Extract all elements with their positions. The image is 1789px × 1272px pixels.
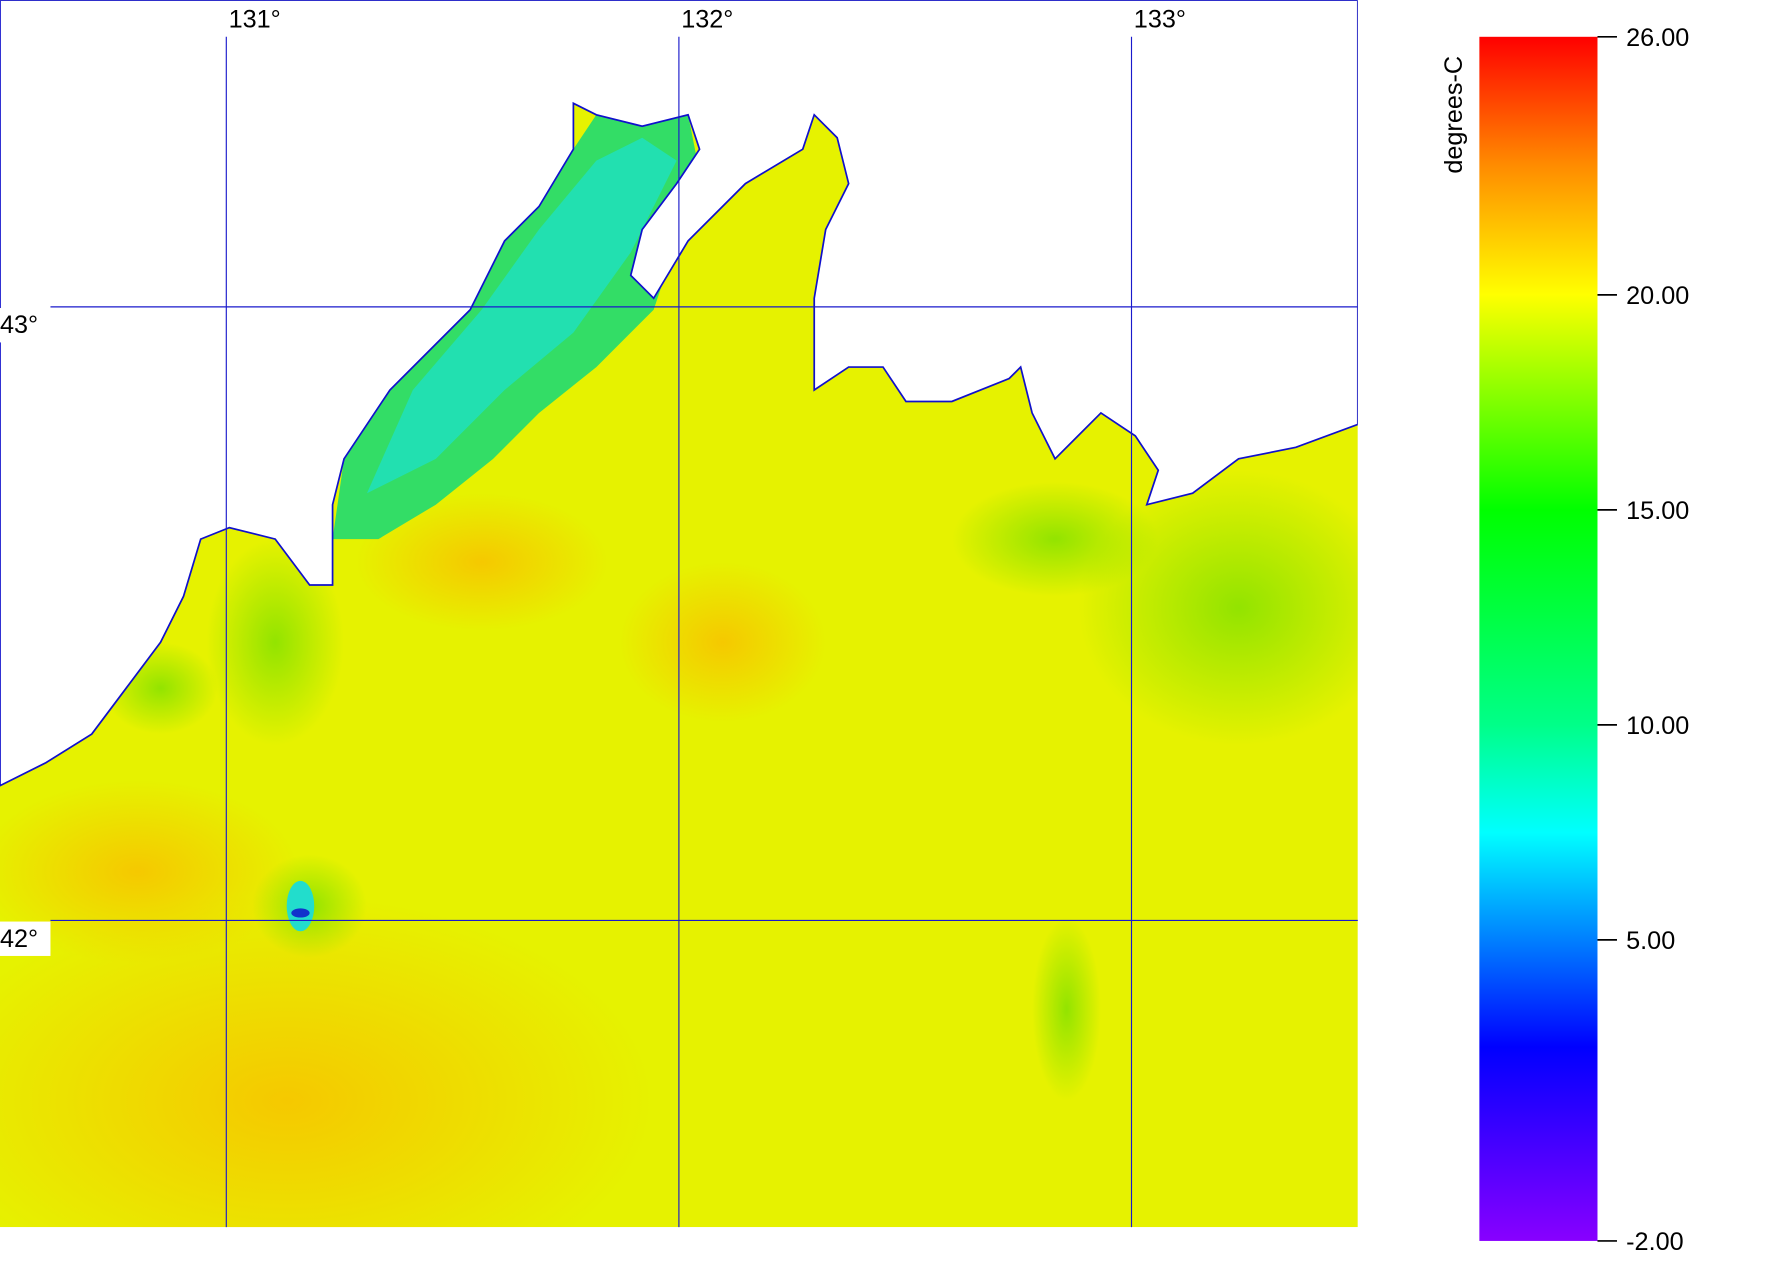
- warm-patch: [355, 493, 608, 631]
- colorbar-tick-label: 20.00: [1626, 282, 1689, 310]
- colorbar: [1479, 36, 1598, 1241]
- colorbar-ticks: 26.00 20.00 15.00 10.00 5.00 -2.00: [1597, 24, 1689, 1256]
- lat-label-box: [0, 308, 51, 343]
- cold-spot: [291, 908, 310, 918]
- lat-label-box: [0, 921, 51, 956]
- warm-patch: [0, 779, 299, 964]
- colorbar-tick-label: 10.00: [1626, 712, 1689, 740]
- land: [0, 0, 1358, 787]
- cold-spot: [286, 880, 315, 932]
- colorbar-tick-label: 5.00: [1626, 927, 1675, 955]
- warm-patch: [619, 562, 826, 723]
- cold-coastal-water: [366, 137, 677, 494]
- lat-tick-label: 42°: [0, 925, 38, 953]
- lon-tick-label: 131°: [229, 6, 281, 34]
- colorbar-tick-label: -2.00: [1626, 1228, 1683, 1256]
- colorbar-tick-label: 15.00: [1626, 497, 1689, 525]
- graticule: 131° 132° 133° 43° 42°: [0, 6, 1358, 1228]
- cool-patch: [951, 481, 1159, 597]
- warm-patch: [0, 894, 654, 1228]
- cool-patch: [206, 539, 345, 746]
- lon-tick-label: 132°: [681, 6, 733, 34]
- map-area: [0, 0, 1358, 1228]
- colorbar-tick-label: 26.00: [1626, 24, 1689, 52]
- colorbar-label: degrees-C: [1440, 56, 1468, 174]
- lat-tick-label: 43°: [0, 311, 38, 339]
- lon-tick-label: 133°: [1134, 6, 1186, 34]
- cool-patch: [1032, 917, 1101, 1102]
